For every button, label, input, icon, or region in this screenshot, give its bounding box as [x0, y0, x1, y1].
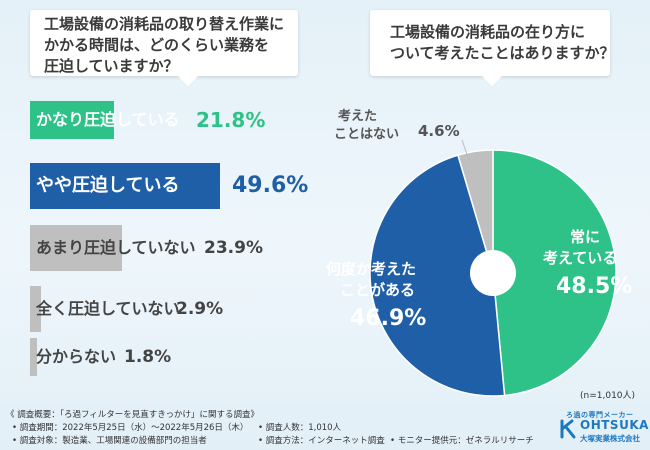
survey-overview: 《 調査概要：「ろ過フィルターを見直すきっかけ」に関する調査》	[6, 410, 259, 420]
pie-slice-2	[457, 149, 494, 274]
pie-chart-title-line-2: ついて考えたことはありますか？	[390, 44, 615, 62]
bar-label-2: あまり圧迫していない	[36, 238, 196, 257]
pie-slice-1	[369, 154, 506, 397]
bar-value-2: 23.9%	[204, 238, 263, 258]
bar-value-0: 21.8%	[196, 108, 266, 132]
pie-value-2: 4.6%	[418, 122, 460, 140]
sample-size-note: (n=1,010人)	[580, 391, 636, 401]
pie-chart-question-box: 工場設備の消耗品の在り方に ついて考えたことはありますか？	[370, 10, 615, 86]
bar-chart-title-line-2: かかる時間は、どのくらい業務を	[44, 36, 270, 54]
bar-3	[30, 286, 42, 332]
survey-people: • 調査人数：1,010人	[258, 423, 342, 433]
bar-2	[30, 225, 122, 271]
pie-center-hole	[470, 250, 516, 296]
bar-label-0: かなり圧迫している	[36, 110, 180, 129]
pie-label-2-line-1: 考えた	[338, 109, 378, 124]
bar-value-3: 2.9%	[176, 299, 224, 319]
bar-4	[30, 338, 37, 376]
bar-chart-question-box: 工場設備の消耗品の取り替え作業に かかる時間は、どのくらい業務を 圧迫しています…	[30, 10, 298, 86]
pie-label-2-line-2: ことはない	[334, 127, 400, 142]
survey-period: • 調査期間：2022年5月25日（水）～2022年5月26日（木）	[12, 423, 249, 433]
bar-1	[30, 163, 220, 209]
logo-company: 大塚実業株式会社	[580, 434, 640, 443]
pie-label-0-line-2: 考えている	[543, 249, 618, 267]
bar-label-1: やや圧迫している	[36, 175, 180, 196]
bar-value-1: 49.6%	[232, 173, 309, 198]
logo-tagline: ろ過の専門メーカー	[566, 411, 634, 419]
pie-value-0: 48.5%	[556, 274, 633, 299]
bar-chart-question-tail	[178, 76, 198, 86]
bar-0	[30, 101, 114, 139]
pie-label-1-line-2: ことがある	[340, 281, 416, 299]
survey-target: • 調査対象：製造業、工場関連の設備部門の担当者	[12, 436, 207, 446]
pie-slice-0	[492, 149, 617, 397]
pie-value-1: 46.9%	[350, 306, 427, 331]
bar-label-3: 全く圧迫していない	[36, 299, 180, 318]
survey-provider: • モニター提供元：ゼネラルリサーチ	[390, 436, 534, 446]
survey-method: • 調査方法：インターネット調査	[258, 436, 385, 446]
bar-chart-title-line-1: 工場設備の消耗品の取り替え作業に	[44, 15, 285, 33]
bar-chart-title-line-3: 圧迫していますか？	[44, 57, 179, 75]
logo-mark-icon	[560, 419, 576, 439]
pie-leader-line	[461, 139, 471, 164]
pie-chart-title-line-1: 工場設備の消耗品の在り方に	[390, 23, 586, 41]
bar-label-4: 分からない	[36, 347, 117, 366]
logo-brand: OHTSUKA	[580, 418, 649, 432]
bar-value-4: 1.8%	[124, 347, 172, 367]
pie-chart-question-tail	[482, 76, 502, 86]
pie-label-0-line-1: 常に	[570, 228, 601, 246]
pie-label-1-line-1: 何度か考えた	[326, 260, 417, 278]
